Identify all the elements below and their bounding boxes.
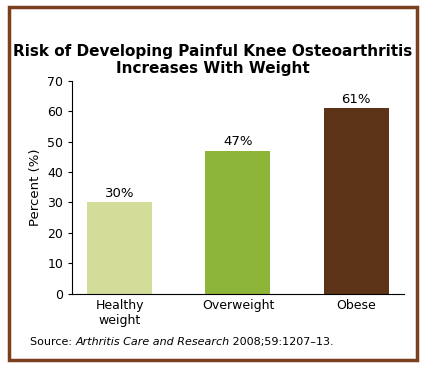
Text: 2008;59:1207–13.: 2008;59:1207–13.: [230, 337, 334, 347]
Text: Source:: Source:: [30, 337, 75, 347]
Y-axis label: Percent (%): Percent (%): [28, 148, 42, 226]
Bar: [324, 108, 389, 294]
Text: 47%: 47%: [223, 135, 253, 148]
Text: Arthritis Care and Research: Arthritis Care and Research: [75, 337, 230, 347]
Text: Source: Arthritis Care and Research: Source: Arthritis Care and Research: [30, 337, 230, 347]
Text: 30%: 30%: [105, 187, 135, 200]
Bar: [87, 202, 152, 294]
Text: 61%: 61%: [341, 93, 371, 106]
Text: Risk of Developing Painful Knee Osteoarthritis
Increases With Weight: Risk of Developing Painful Knee Osteoart…: [13, 44, 412, 76]
Bar: [206, 151, 270, 294]
